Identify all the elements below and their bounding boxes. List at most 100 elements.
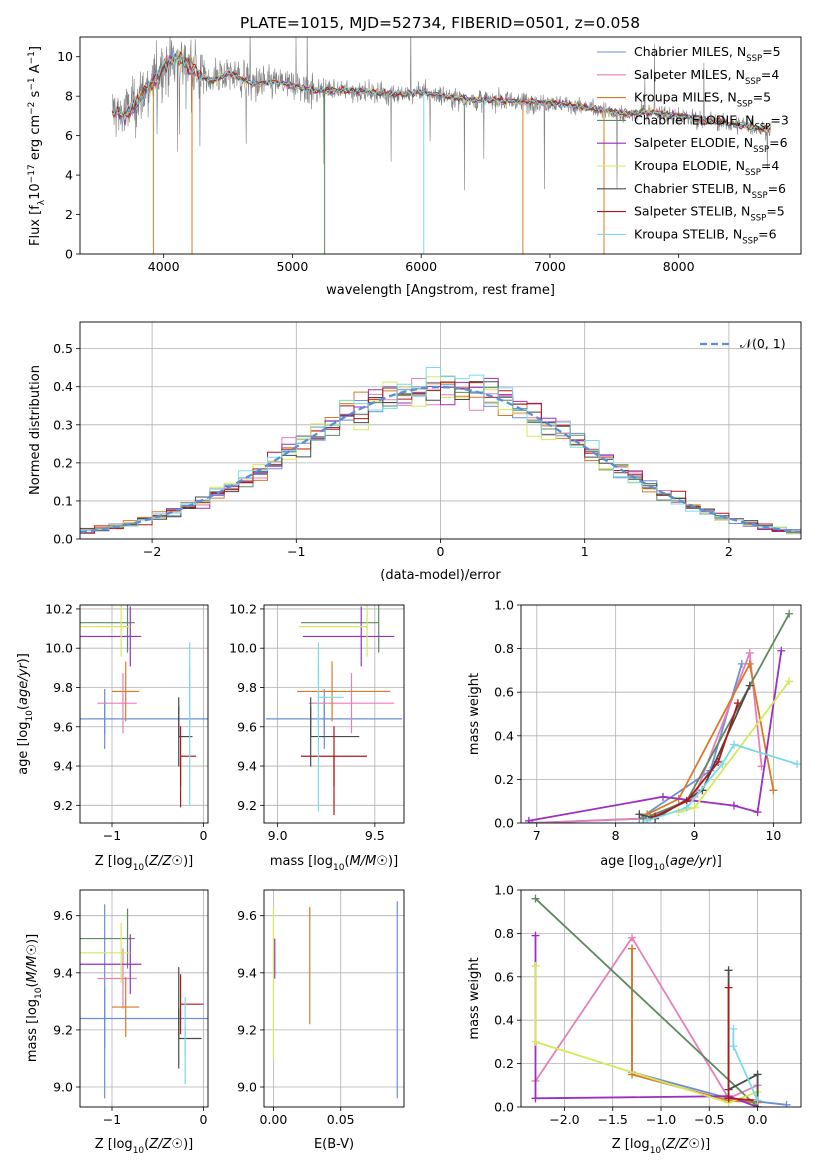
x-tick-label: 8000 <box>663 259 695 274</box>
legend-tail: =5 <box>762 44 780 59</box>
legend-text: Salpeter ELODIE, N <box>634 135 753 150</box>
x-tick-label: 0 <box>199 1112 207 1127</box>
axes-frame <box>520 889 802 1108</box>
legend-entry: Kroupa MILES, NSSP=5 <box>634 90 771 110</box>
y-axis-label: mass weight <box>467 957 482 1039</box>
axes-frame <box>520 604 802 824</box>
weight-marker <box>745 659 754 668</box>
x-axis-label: Z [log10(Z/Z☉)] <box>95 1137 193 1156</box>
legend-sub: SSP <box>737 100 753 110</box>
label-part: −1 <box>27 77 37 90</box>
weight-line <box>631 948 758 1104</box>
y-tick-label: 0.6 <box>494 969 514 984</box>
weight-marker <box>628 933 637 942</box>
plot-area-weight-vs-age <box>521 605 801 823</box>
legend-tail: =6 <box>758 226 776 241</box>
y-tick-label: 9.2 <box>53 1022 73 1037</box>
label-part: ( <box>344 854 349 869</box>
legend-sub: SSP <box>752 191 768 201</box>
x-tick-label: 0.00 <box>260 1112 288 1127</box>
y-tick-label: 10.0 <box>45 641 73 656</box>
x-tick-label: 0.05 <box>327 1112 355 1127</box>
x-tick-label: 0.0 <box>748 1112 768 1127</box>
weight-marker <box>729 801 738 810</box>
label-part: age/yr <box>16 662 31 705</box>
weight-marker <box>628 944 637 953</box>
y-tick-label: 1.0 <box>494 598 514 613</box>
x-tick-label: −1.5 <box>598 1112 628 1127</box>
y-tick-label: 0.1 <box>53 493 73 508</box>
panel-mass-vs-Z: −1 09.09.29.49.6Z [log10(Z/Z☉)]mass [log1… <box>25 889 209 1156</box>
x-tick-label: 7000 <box>534 259 566 274</box>
y-tick-label: 10 <box>57 49 73 64</box>
legend-entry: Kroupa STELIB, NSSP=6 <box>634 226 777 246</box>
y-axis-label: Normed distribution <box>28 365 43 495</box>
legend-text: Kroupa STELIB, N <box>634 226 742 241</box>
y-tick-label: 0.0 <box>53 532 73 547</box>
legend-sub: SSP <box>742 236 758 246</box>
panel-weight-vs-Z: −2.0 −1.5 −1.0 −0.5 0.0 0.0 0.2 0.4 0.6 0.8 1.0 Z [… <box>467 883 802 1156</box>
label-part: )] <box>25 934 40 944</box>
y-tick-label: 9.4 <box>237 759 257 774</box>
weight-line <box>646 661 775 816</box>
x-axis-label: age [log10(age/yr)] <box>600 854 722 873</box>
y-tick-label: 9.2 <box>237 798 257 813</box>
label-part: −17 <box>27 164 37 183</box>
x-tick-label: −1 <box>103 828 121 843</box>
label-part: ( <box>665 854 670 869</box>
label-part: ( <box>144 1137 149 1152</box>
legend-text: Salpeter MILES, N <box>634 67 745 82</box>
y-axis-label: mass [log10(M/M☉)] <box>25 934 44 1062</box>
label-part: age/yr <box>670 854 713 869</box>
y-tick-label: 0 <box>65 247 73 262</box>
label-part: age [log <box>600 854 653 869</box>
y-tick-label: 0.5 <box>53 341 73 356</box>
x-tick-label: 0 <box>437 544 445 559</box>
label-part: 10 <box>28 183 43 200</box>
label-part: M/M☉ <box>350 854 388 869</box>
label-part: )] <box>183 854 193 869</box>
weight-marker <box>729 1024 738 1033</box>
legend-sub: SSP <box>750 214 766 224</box>
label-part: 10 <box>133 1146 145 1156</box>
histogram-series <box>80 381 801 534</box>
x-tick-label: 9.5 <box>365 828 385 843</box>
y-axis-label: Flux [fλ10−17 erg cm−2 s−1 A−1] <box>27 46 47 246</box>
axes-frame <box>263 604 405 824</box>
weight-marker <box>777 646 786 655</box>
label-part: 10 <box>333 863 345 873</box>
panel-mass-vs-ebv: 0.00 0.05 9.0 9.2 9.4 9.6 E(B-V) <box>237 889 405 1152</box>
legend-entry: Salpeter ELODIE, NSSP=6 <box>634 135 788 155</box>
label-part: ( <box>16 705 31 710</box>
y-tick-label: 9.6 <box>237 908 257 923</box>
label-part: Z [log <box>95 854 133 869</box>
plot-area-age-vs-Z <box>80 605 208 823</box>
y-tick-label: 9.2 <box>53 798 73 813</box>
label-part: )] <box>700 1137 710 1152</box>
axes-frame <box>79 889 209 1108</box>
y-tick-label: 9.4 <box>53 965 73 980</box>
y-tick-label: 0.8 <box>494 926 514 941</box>
x-tick-label: 7 <box>533 828 541 843</box>
panel-age-vs-mass: 9.0 9.5 9.2 9.4 9.6 9.8 10.0 10.2 mass [log10(M/… <box>229 601 405 873</box>
legend-entry: Salpeter MILES, NSSP=4 <box>634 67 779 87</box>
weight-marker <box>724 1094 733 1103</box>
weight-marker <box>718 760 727 769</box>
weight-marker <box>643 816 652 823</box>
y-tick-label: 9.4 <box>237 965 257 980</box>
label-part: λ <box>37 199 47 205</box>
legend-tail: =6 <box>768 181 786 196</box>
weight-line <box>534 898 759 1107</box>
x-axis-label: Z [log10(Z/Z☉)] <box>95 854 193 873</box>
legend-entry: 𝒩(0, 1) <box>740 336 786 351</box>
legend-tail: =6 <box>769 135 787 150</box>
weight-marker <box>745 648 754 657</box>
y-tick-label: 9.2 <box>237 1022 257 1037</box>
weight-marker <box>745 681 754 690</box>
legend-tail: =5 <box>766 204 784 219</box>
label-part: Flux [f <box>28 205 43 246</box>
label-part: ] <box>28 46 43 51</box>
y-tick-label: 0.2 <box>53 455 73 470</box>
